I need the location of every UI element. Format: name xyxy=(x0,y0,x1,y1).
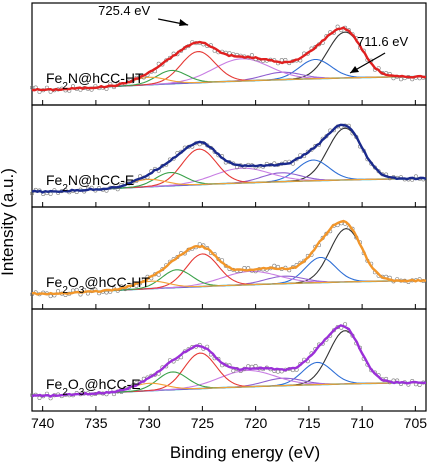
raw-point xyxy=(48,191,53,196)
raw-point xyxy=(253,363,258,368)
x-axis-label: Binding energy (eV) xyxy=(170,443,320,462)
panel-label: Fe2O3@hCC-E xyxy=(46,376,141,398)
raw-point xyxy=(249,53,254,58)
annotation-725: 725.4 eV xyxy=(98,3,150,18)
panel-frame xyxy=(31,308,427,412)
x-tick-label: 740 xyxy=(31,415,55,431)
raw-point xyxy=(37,395,42,400)
x-tick-label: 730 xyxy=(137,415,161,431)
panel-label: Fe2O3@hCC-HT xyxy=(46,274,150,296)
envelope-curve xyxy=(31,324,427,398)
x-tick-label: 705 xyxy=(404,415,428,431)
panel-label: Fe2N@hCC-HT xyxy=(46,70,144,92)
arrow-head-icon xyxy=(350,66,360,73)
x-tick-label: 720 xyxy=(244,415,268,431)
envelope-curve xyxy=(31,123,427,194)
x-tick-label: 715 xyxy=(297,415,321,431)
panel-1: Fe2N@hCC-HT 725.4 eV 711.6 eV xyxy=(29,2,427,106)
panel-label: Fe2N@hCC-E xyxy=(46,172,134,194)
raw-point xyxy=(48,294,53,299)
raw-point xyxy=(29,85,34,90)
arrow-head-icon xyxy=(179,19,189,26)
x-tick-label: 725 xyxy=(191,415,215,431)
panel-4: Fe2O3@hCC-E xyxy=(29,308,427,412)
raw-point xyxy=(231,368,236,373)
annotation-711: 711.6 eV xyxy=(357,34,408,49)
envelope-curve xyxy=(31,219,427,296)
panel-2: Fe2N@hCC-E xyxy=(29,104,427,208)
y-axis-label: Intensity (a.u.) xyxy=(0,168,17,276)
envelope-curve xyxy=(31,26,427,92)
x-tick-label: 710 xyxy=(350,415,374,431)
x-tick-label: 735 xyxy=(84,415,108,431)
panel-3: Fe2O3@hCC-HT xyxy=(29,206,427,310)
raw-point xyxy=(29,191,34,196)
raw-point xyxy=(398,77,403,82)
panels-layer: Fe2N@hCC-HT 725.4 eV 711.6 eV Fe2N@hCC-E Fe2… xyxy=(29,2,427,412)
panel-frame xyxy=(31,2,427,106)
x-axis-ticks: 740 735 730 725 720 715 710 705 xyxy=(31,415,427,431)
